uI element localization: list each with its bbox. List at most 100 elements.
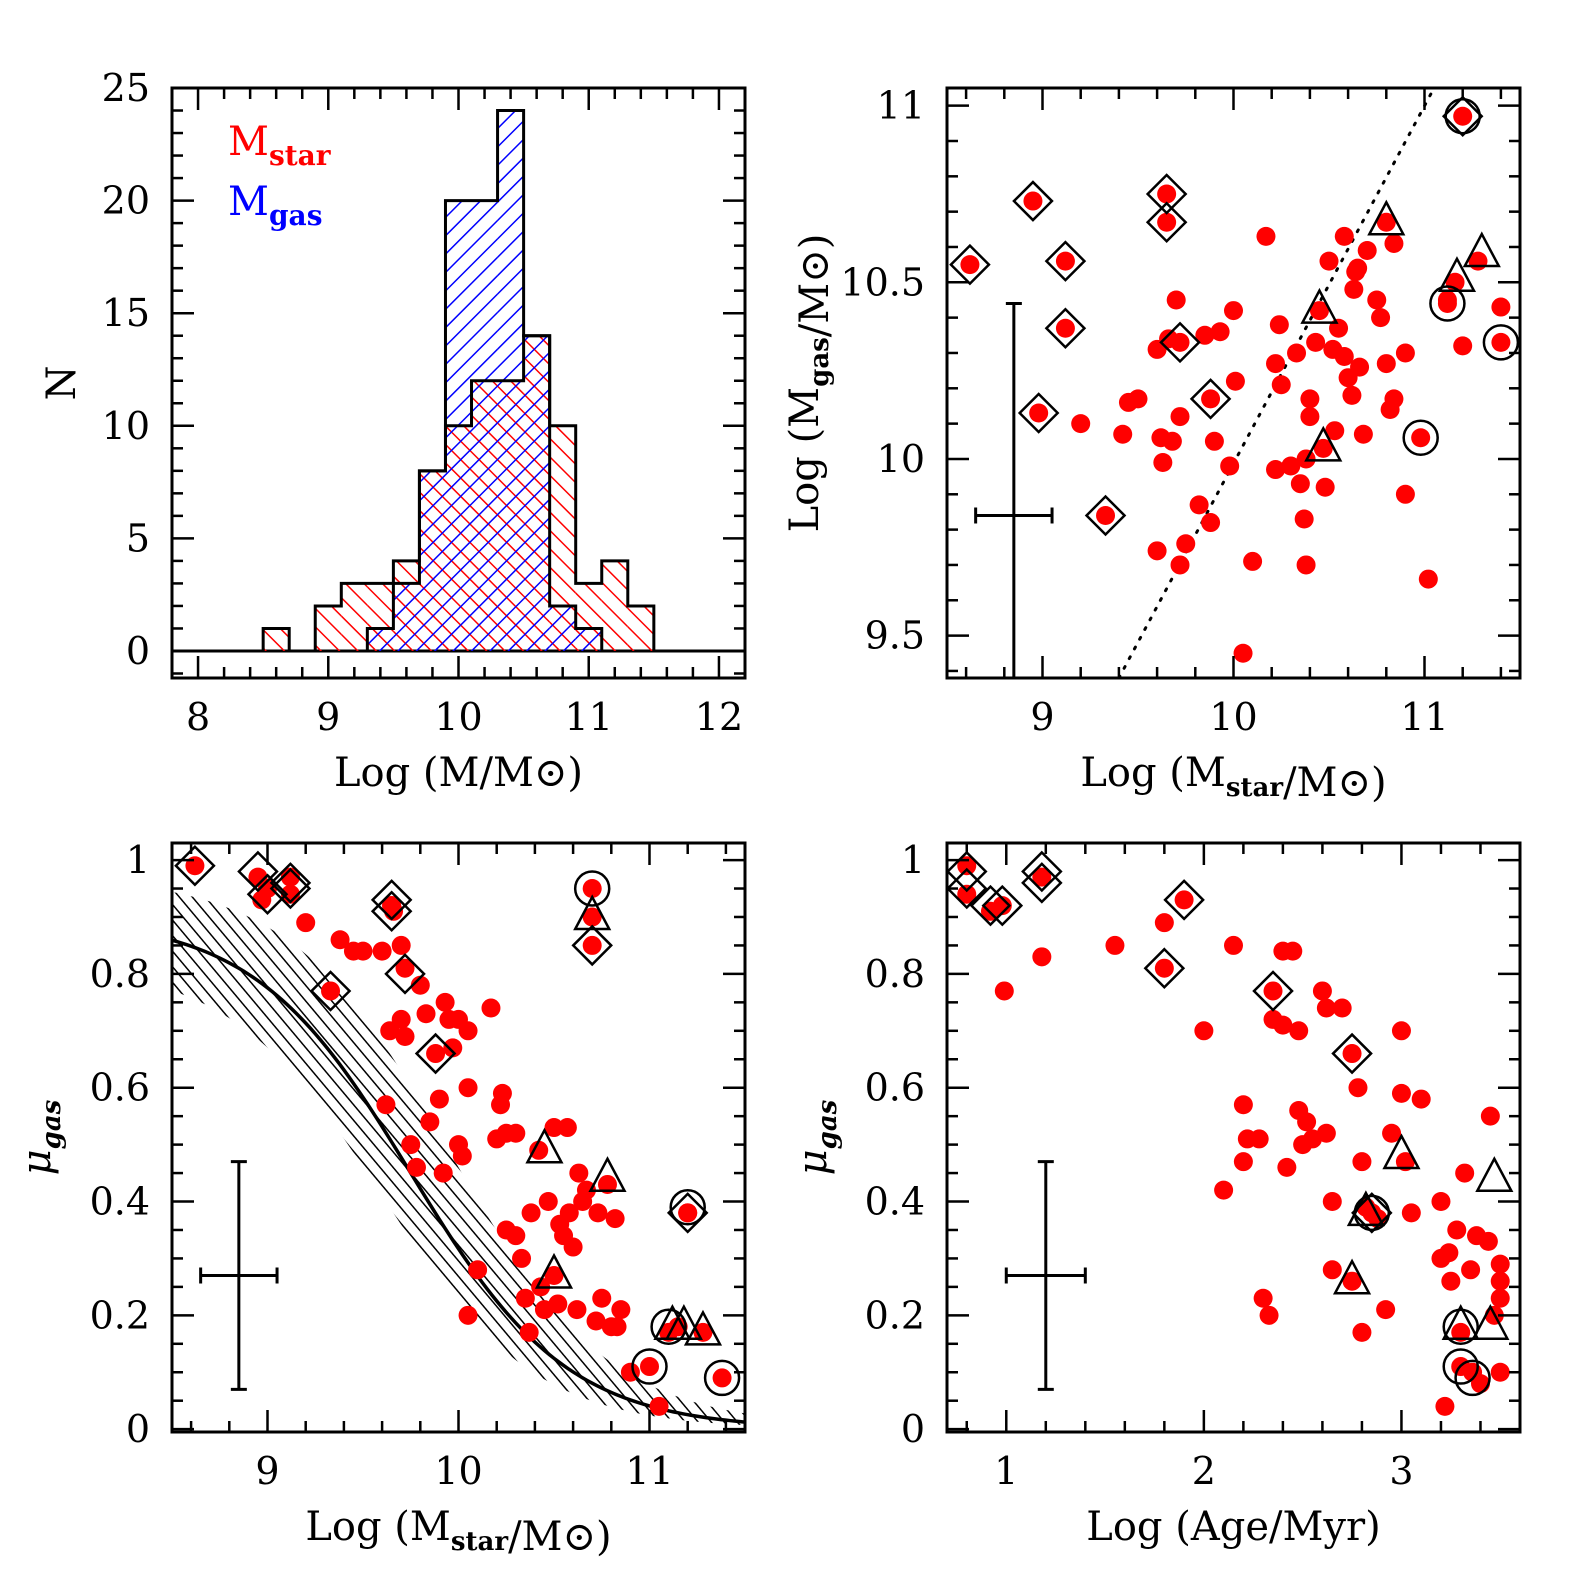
data-point <box>481 998 501 1018</box>
data-point <box>1382 1123 1402 1143</box>
data-point <box>492 1083 512 1103</box>
data-point <box>1348 258 1368 278</box>
data-point <box>521 1203 541 1223</box>
data-point <box>1289 1021 1309 1041</box>
data-point <box>429 1089 449 1109</box>
data-point <box>1287 343 1307 363</box>
data-point <box>1300 407 1320 427</box>
data-point <box>1154 913 1174 933</box>
data-point <box>1157 212 1177 232</box>
y-tick-label: 1 <box>126 838 150 882</box>
data-point <box>1233 1152 1253 1172</box>
data-point <box>1319 251 1339 271</box>
diamond-marker <box>309 970 352 1012</box>
data-point <box>1281 456 1301 476</box>
data-point <box>1195 325 1215 345</box>
scatter-body <box>172 844 745 1426</box>
diamond-marker <box>666 1192 709 1234</box>
x-axis-label: Log (Mstar/M⊙) <box>305 1504 611 1560</box>
data-point <box>1271 375 1291 395</box>
diamond-marker <box>269 867 312 910</box>
scatter-body <box>947 850 1514 1416</box>
y-tick-label: 0.2 <box>865 1293 925 1337</box>
circle-marker <box>1482 324 1520 361</box>
data-point <box>1194 1021 1214 1041</box>
y-tick-label: 0.4 <box>865 1180 925 1224</box>
data-point <box>1376 212 1396 232</box>
axis-ticks <box>947 843 1522 1432</box>
diamond-marker <box>370 890 413 933</box>
data-point <box>1316 1123 1336 1143</box>
data-point <box>410 975 430 995</box>
x-axis-label: Log (Mstar/M⊙) <box>1080 750 1386 806</box>
data-point <box>406 1157 426 1177</box>
circle-marker <box>1429 285 1466 322</box>
data-point <box>588 1203 608 1223</box>
diamond-marker <box>1021 850 1063 893</box>
data-point <box>519 1322 539 1342</box>
axis-ticks <box>172 843 745 1432</box>
triangle-marker <box>1332 1258 1372 1295</box>
data-point <box>280 867 300 887</box>
mstar-bar <box>263 628 290 651</box>
diamond-marker <box>1012 180 1054 222</box>
data-point <box>1367 290 1387 310</box>
data-point <box>1490 1254 1510 1274</box>
data-point <box>1055 251 1075 271</box>
data-point <box>1055 318 1075 338</box>
data-point <box>1322 1192 1342 1212</box>
diamond-marker <box>1331 1032 1373 1075</box>
data-point <box>1418 569 1438 589</box>
data-point <box>1391 1021 1411 1041</box>
legend-gas: Mgas <box>228 179 322 232</box>
triangle-marker <box>534 1252 574 1289</box>
circle-marker <box>573 870 611 907</box>
x-axis-label: Log (M/M⊙) <box>334 750 583 796</box>
diamond-marker <box>414 1032 457 1075</box>
data-point <box>1342 1044 1362 1064</box>
data-point <box>1233 643 1253 663</box>
diamond-marker <box>1044 307 1087 350</box>
triangle-marker <box>1471 1304 1510 1340</box>
error-bar <box>1004 1160 1087 1391</box>
y-tick-label: 1 <box>901 838 925 882</box>
data-point <box>420 1112 440 1132</box>
diamond-marker <box>1159 321 1201 364</box>
data-point <box>443 1038 463 1058</box>
data-point <box>1395 1152 1415 1172</box>
mstar-bar <box>627 605 654 651</box>
data-point <box>1352 1152 1372 1172</box>
data-point <box>607 1317 627 1337</box>
y-tick-label: 10 <box>102 404 150 448</box>
diamond-marker <box>370 879 413 921</box>
circle-marker <box>1442 1348 1479 1385</box>
diamond-marker <box>1145 201 1188 244</box>
data-point <box>452 1146 472 1166</box>
y-tick-label: 0.2 <box>90 1293 150 1337</box>
x-tick-label: 2 <box>1192 1449 1216 1493</box>
data-point <box>1453 336 1473 356</box>
y-tick-label: 0 <box>126 629 150 673</box>
data-point <box>1170 555 1190 575</box>
data-point <box>605 1209 625 1229</box>
data-point <box>1096 505 1116 525</box>
data-point <box>1439 1243 1459 1263</box>
data-point <box>1266 354 1286 374</box>
circle-marker <box>1444 98 1481 135</box>
data-point <box>1490 1288 1510 1308</box>
x-tick-label: 10 <box>434 1449 482 1493</box>
data-point <box>395 1026 415 1046</box>
circle-marker <box>669 1188 706 1226</box>
x-tick-label: 9 <box>255 1449 279 1493</box>
data-point <box>1401 1203 1421 1223</box>
data-point <box>512 1248 532 1268</box>
data-point <box>563 1237 583 1257</box>
mstar-bar <box>601 560 628 651</box>
data-point <box>960 255 980 275</box>
y-tick-label: 20 <box>102 179 150 223</box>
diamond-marker <box>947 850 988 893</box>
data-point <box>1348 1078 1368 1098</box>
data-point <box>1376 1300 1396 1320</box>
data-point <box>1071 414 1091 434</box>
data-point <box>1342 1271 1362 1291</box>
